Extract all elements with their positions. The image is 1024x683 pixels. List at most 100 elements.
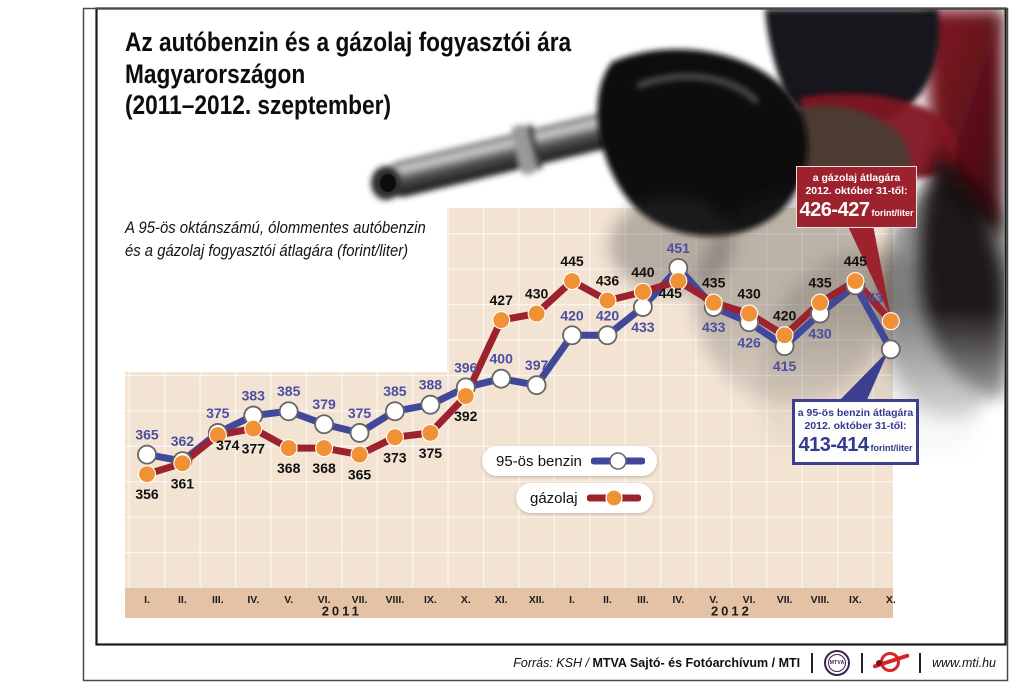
gazolaj-point [137, 465, 157, 484]
nozzle-spout [384, 106, 647, 197]
benzin-value-label: 375 [348, 405, 372, 421]
gazolaj-point [350, 445, 369, 464]
gazolaj-point [775, 326, 794, 345]
gazolaj-point [456, 386, 475, 406]
gazolaj-point [598, 291, 617, 310]
benzin-value-label: 365 [135, 427, 159, 443]
footer-divider [919, 653, 922, 673]
callout-value: 426-427 [799, 199, 870, 222]
benzin-point [562, 325, 582, 346]
gazolaj-value-label: 368 [312, 460, 336, 476]
gazolaj-point [669, 271, 688, 291]
series-lines [143, 264, 895, 478]
gazolaj-value-label: 356 [135, 486, 159, 502]
gazolaj-value-label: 377 [242, 441, 266, 457]
benzin-value-label: 433 [702, 319, 726, 335]
benzin-value-label: 397 [525, 357, 549, 373]
month-label: X. [461, 594, 471, 606]
gazolaj-point [492, 311, 511, 330]
outer-frame [82, 7, 1009, 682]
gazolaj-value-label: 435 [702, 275, 726, 291]
benzin-value-label: 426 [737, 334, 761, 350]
benzin-value-label: 400 [490, 351, 514, 367]
legend-item-benzin: 95-ös benzin [482, 446, 657, 476]
gazolaj-point [810, 293, 830, 312]
month-label: II. [178, 594, 187, 606]
month-label: III. [212, 594, 224, 606]
month-label: IV. [247, 594, 259, 606]
gazolaj-point [208, 426, 227, 445]
footer: Forrás: KSH / MTVA Sajtó- és Fotóarchívu… [85, 647, 1004, 679]
gazolaj-point [881, 312, 900, 331]
benzin-point [385, 401, 405, 422]
gazolaj-value-label: 440 [631, 264, 655, 280]
month-label: VI. [743, 594, 756, 606]
gazolaj-value-label: 435 [808, 275, 832, 291]
month-label: X. [886, 594, 896, 606]
benzin-value-label: 451 [667, 240, 691, 256]
footer-divider [811, 653, 814, 673]
gazolaj-point [244, 419, 263, 438]
month-label: VII. [352, 594, 368, 606]
benzin-value-label: 375 [206, 405, 230, 421]
gazolaj-value-label: 392 [454, 408, 478, 424]
page-title: Az autóbenzin és a gázolaj fogyasztói ár… [125, 27, 571, 122]
benzin-point [420, 394, 441, 415]
gazolaj-point [562, 271, 582, 291]
gazolaj-point [527, 304, 546, 323]
benzin-point [597, 325, 618, 346]
source-credit: Forrás: KSH / MTVA Sajtó- és Fotóarchívu… [513, 656, 800, 670]
gazolaj-value-label: 373 [383, 449, 407, 465]
month-label: IX. [424, 594, 437, 606]
gazolaj-point [173, 454, 192, 473]
callout-unit: forint/liter [870, 443, 913, 454]
benzin-value-label: 396 [454, 359, 478, 375]
gazolaj-october-callout: a gázolaj átlagára 2012. október 31-től:… [796, 166, 917, 229]
mtva-logo: MTVA [824, 650, 851, 676]
title-line: Az autóbenzin és a gázolaj fogyasztói ár… [125, 27, 572, 57]
month-label: VI. [318, 594, 331, 606]
x-axis-band [125, 588, 893, 618]
gazolaj-point [740, 304, 759, 323]
gazolaj-value-label: 445 [560, 253, 584, 269]
benzin-value-label: 415 [773, 358, 797, 374]
benzin-value-label: 443 [860, 289, 884, 305]
callout-unit: forint/liter [871, 208, 914, 219]
gazolaj-point [385, 428, 404, 447]
benzin-point [314, 414, 335, 435]
legend-sample-benzin-line [590, 452, 645, 470]
benzin-value-label: 385 [383, 383, 407, 399]
gazolaj-point [315, 439, 334, 458]
gazolaj-point [421, 423, 440, 442]
callout-value: 413-414 [798, 434, 869, 457]
subtitle-line: és a gázolaj fogyasztói átlagára (forint… [125, 242, 409, 261]
legend-item-gazolaj: gázolaj [516, 483, 653, 513]
gazolaj-value-label: 374 [216, 437, 240, 453]
benzin-point [278, 401, 299, 422]
source-prefix: Forrás: KSH / [513, 656, 589, 670]
gazolaj-point [704, 293, 723, 312]
benzin-value-label: 383 [242, 388, 266, 404]
gazolaj-value-label: 436 [596, 273, 620, 289]
callout-text: a gázolaj átlagára [812, 172, 901, 184]
gazolaj-callout-pointer [845, 220, 891, 318]
value-labels: 365 362 375 383 385 379 375 385 388 396 400 397 420 4… [135, 240, 883, 502]
month-label: I. [569, 594, 575, 606]
benzin-point [349, 423, 370, 443]
subtitle-line: A 95-ös oktánszámú, ólommentes autóbenzi… [125, 219, 426, 237]
month-label: XII. [529, 594, 545, 606]
title-line: (2011–2012. szeptember) [125, 90, 392, 121]
month-label: II. [603, 594, 612, 606]
month-label: VIII. [386, 594, 405, 606]
title-line: Magyarországon [125, 58, 306, 89]
month-label: IV. [672, 594, 684, 606]
callout-text: a 95-ös benzin átlagára [797, 407, 914, 419]
gazolaj-point [633, 282, 652, 301]
gazolaj-value-label: 445 [659, 285, 683, 301]
chart-subtitle: A 95-ös oktánszámú, ólommentes autóbenzi… [125, 217, 426, 263]
benzin-value-label: 430 [808, 326, 832, 342]
mti-logo-ring [880, 652, 901, 672]
gazolaj-value-label: 445 [844, 253, 868, 269]
